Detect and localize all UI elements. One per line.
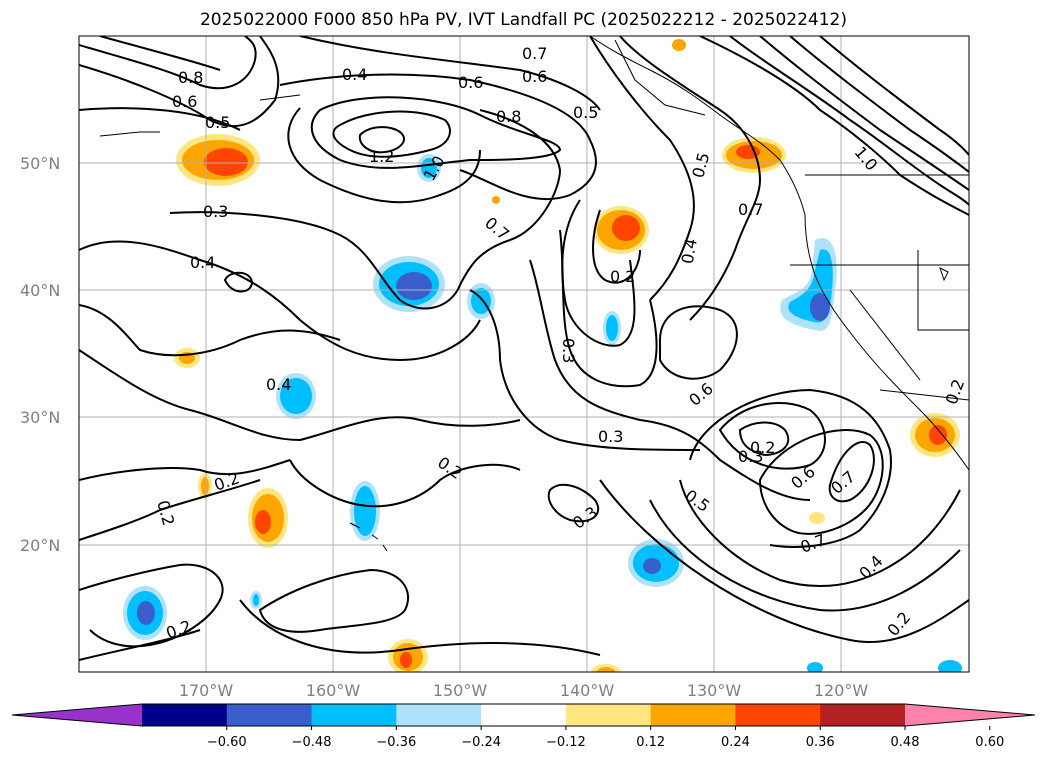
colorbar-segment [481, 704, 567, 726]
contour-label: 0.8 [496, 107, 521, 126]
contour-label: 0.6 [458, 73, 483, 92]
lon-label: 130°W [687, 681, 742, 700]
negative-blob-south-central [628, 539, 684, 587]
positive-blob-south [248, 488, 288, 548]
contour-label: 0.7 [522, 44, 547, 63]
colorbar-segment [565, 704, 652, 726]
contour-label: 0.5 [205, 113, 230, 132]
lon-label: 140°W [560, 681, 615, 700]
negative-blob-west [276, 373, 316, 419]
positive-blob-central [593, 206, 649, 254]
lon-axis: 170°W 160°W 150°W 140°W 130°W 120°W [179, 681, 869, 700]
positive-blob-nw [176, 134, 260, 186]
pv-shading [123, 39, 962, 672]
colorbar-tick-label: 0.48 [891, 735, 920, 750]
lon-label: 150°W [433, 681, 488, 700]
colorbar-tick-label: −0.36 [376, 735, 416, 750]
colorbar-segment [311, 704, 397, 726]
negative-blob-center [373, 256, 445, 312]
map-title: 2025022000 F000 850 hPa PV, IVT Landfall… [199, 10, 847, 30]
negative-blob-california [780, 238, 837, 331]
negative-blob-southwest [123, 586, 167, 640]
positive-blob-baja [910, 413, 960, 457]
contour-label: 0.4 [342, 65, 367, 84]
contour-label: 0.6 [172, 92, 197, 111]
positive-blob-small-4-core [597, 667, 615, 672]
negative-blob-small-2-core [606, 315, 618, 341]
colorbar-extend-low [12, 704, 142, 726]
lat-label: 50°N [20, 154, 60, 173]
lon-label: 160°W [306, 681, 361, 700]
contour-label: 0.3 [559, 338, 578, 363]
colorbar-tick-label: 0.36 [806, 735, 835, 750]
contour-label: 0.3 [203, 202, 228, 221]
colorbar-extend-high [905, 704, 1035, 726]
negative-blob-small-6 [807, 662, 823, 672]
contour-label: 0.6 [522, 67, 547, 86]
contour-label: 0.8 [178, 68, 203, 87]
colorbar-segment [226, 704, 313, 726]
lat-label: 20°N [20, 536, 60, 555]
colorbar-segment [820, 704, 906, 726]
contour-label: 0.2 [750, 438, 775, 457]
colorbar-segment [650, 704, 736, 726]
contour-label: 0.4 [266, 375, 291, 394]
contour-label: 0.3 [738, 447, 763, 466]
coastlines [99, 36, 969, 552]
contour-label: 1.2 [369, 147, 394, 166]
contour-label: 0.5 [573, 103, 598, 122]
contour-label: 0.4 [678, 237, 701, 265]
contour-lines [79, 36, 969, 661]
contour-label: 0.4 [190, 253, 215, 272]
contour-label: 0.2 [610, 267, 635, 286]
lat-axis: 50°N 40°N 30°N 20°N [20, 154, 60, 555]
colorbar: −0.60 −0.48 −0.36 −0.24 −0.12 0.12 0.24 0.36 0.4… [11, 703, 1036, 750]
lon-label: 120°W [814, 681, 869, 700]
colorbar-outline [11, 703, 1036, 727]
map-frame [78, 35, 970, 673]
contour-label: 0.7 [738, 200, 763, 219]
lat-label: 40°N [20, 281, 60, 300]
positive-blob-small-2-core [201, 477, 209, 495]
positive-blob-bottom [388, 639, 428, 672]
colorbar-tick-label: 0.24 [721, 735, 750, 750]
negative-blob-small-5 [938, 660, 962, 672]
colorbar-segment [735, 704, 821, 726]
positive-blob-small-3 [809, 512, 825, 524]
negative-blob-hawaii [350, 481, 380, 541]
colorbar-segment [142, 704, 228, 726]
graticule [79, 36, 969, 672]
positive-blob-small-5 [672, 39, 686, 51]
colorbar-tick-label: −0.12 [546, 735, 586, 750]
positive-blob-small-6 [492, 196, 500, 204]
colorbar-tick-label: −0.24 [461, 735, 501, 750]
colorbar-tick-label: −0.60 [207, 735, 247, 750]
contour-label: 0.3 [598, 427, 623, 446]
colorbar-tick-label: 0.12 [636, 735, 665, 750]
negative-blob-small-4-core [253, 594, 259, 606]
lon-label: 170°W [179, 681, 234, 700]
positive-blob-bc [722, 137, 786, 173]
colorbar-tick-label: −0.48 [292, 735, 332, 750]
lat-label: 30°N [20, 408, 60, 427]
colorbar-tick-label: 0.60 [975, 735, 1004, 750]
colorbar-segment [396, 704, 482, 726]
